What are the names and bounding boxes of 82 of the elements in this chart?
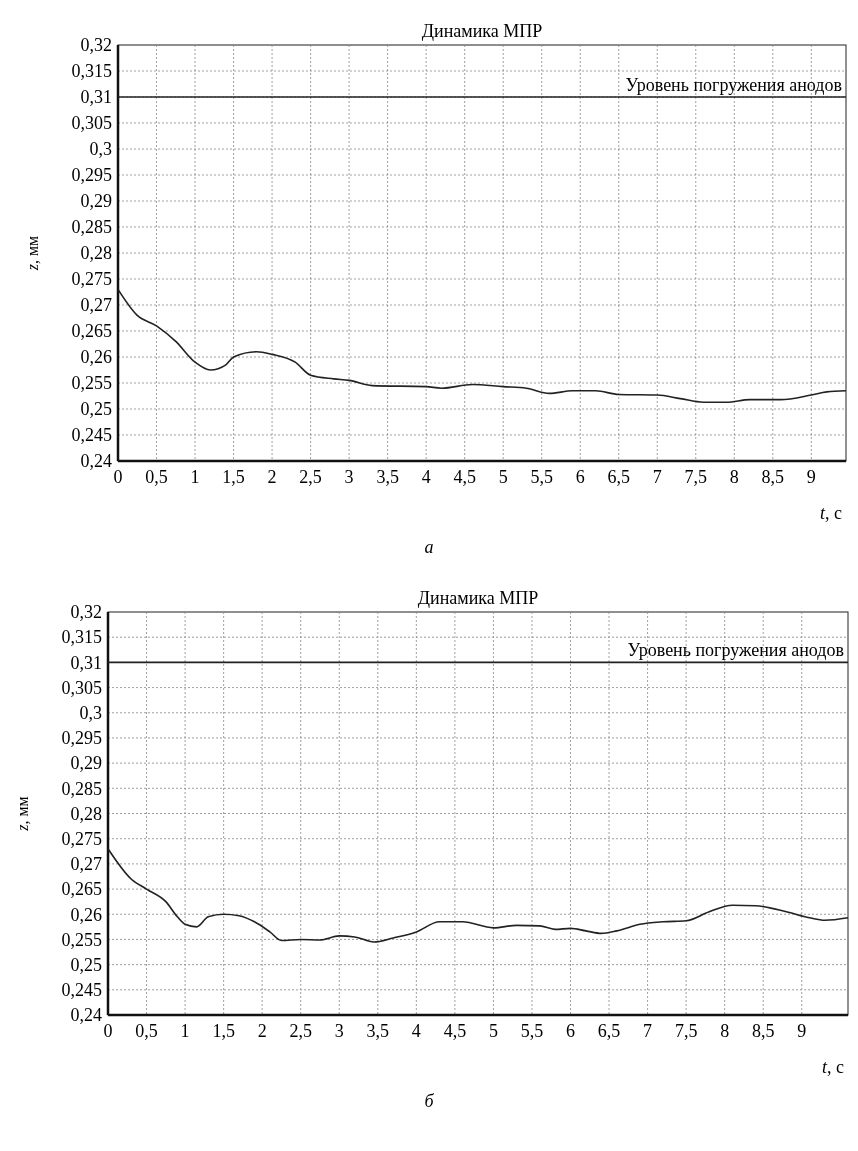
- y-tick-label: 0,31: [70, 652, 102, 673]
- x-tick-label: 7,5: [674, 1021, 698, 1041]
- y-tick-label: 0,26: [70, 904, 102, 925]
- y-tick-label: 0,265: [61, 879, 102, 900]
- y-tick-label: 0,27: [70, 854, 102, 875]
- y-tick-label: 0,29: [80, 191, 112, 212]
- x-tick-label: 9: [797, 1021, 807, 1041]
- x-axis-title: t, с: [819, 503, 842, 523]
- x-tick-label: 5: [488, 1021, 498, 1041]
- x-tick-label: 2,5: [299, 467, 322, 487]
- x-tick-label: 0,5: [145, 467, 168, 487]
- y-tick-label: 0,3: [79, 703, 102, 724]
- x-tick-label: 1: [180, 1021, 190, 1041]
- x-tick-label: 4,5: [443, 1021, 467, 1041]
- y-tick-label: 0,3: [89, 139, 112, 160]
- x-tick-label: 0: [113, 467, 123, 487]
- y-tick-label: 0,27: [80, 295, 112, 316]
- x-tick-label: 6,5: [607, 467, 630, 487]
- y-tick-label: 0,285: [71, 217, 112, 238]
- x-tick-label: 8: [729, 467, 739, 487]
- y-tick-label: 0,305: [71, 113, 112, 134]
- y-tick-label: 0,275: [61, 828, 102, 849]
- x-tick-label: 5: [498, 467, 508, 487]
- x-tick-label: 2: [267, 467, 277, 487]
- y-tick-label: 0,315: [61, 627, 102, 648]
- x-tick-label: 3: [334, 1021, 344, 1041]
- text: б: [424, 1091, 435, 1111]
- y-tick-label: 0,285: [61, 778, 102, 799]
- x-tick-label: 7,5: [684, 467, 708, 487]
- chart-title: Динамика МПР: [421, 21, 543, 41]
- x-tick-label: 6: [575, 467, 585, 487]
- x-tick-label: 3: [344, 467, 354, 487]
- y-tick-label: 0,245: [71, 425, 112, 446]
- y-tick-label: 0,25: [70, 954, 102, 975]
- y-tick-label: 0,24: [70, 1005, 102, 1026]
- chart-title: Динамика МПР: [417, 588, 539, 608]
- y-tick-label: 0,26: [80, 347, 112, 368]
- x-tick-label: 3,5: [376, 467, 399, 487]
- x-tick-label: 8,5: [751, 1021, 775, 1041]
- x-tick-label: 4: [421, 467, 431, 487]
- x-tick-label: 8,5: [761, 467, 785, 487]
- y-tick-label: 0,295: [71, 165, 112, 186]
- x-tick-label: 1,5: [222, 467, 245, 487]
- y-tick-label: 0,32: [80, 35, 112, 56]
- x-tick-label: 6: [566, 1021, 575, 1041]
- y-tick-label: 0,245: [61, 980, 102, 1001]
- y-tick-label: 0,31: [80, 87, 112, 108]
- x-tick-label: 2,5: [289, 1021, 312, 1041]
- y-tick-label: 0,28: [80, 243, 112, 264]
- x-tick-label: 5,5: [520, 1021, 544, 1041]
- x-tick-label: 9: [806, 467, 816, 487]
- x-tick-label: 4,5: [453, 467, 476, 487]
- x-tick-label: 7: [643, 1021, 653, 1041]
- y-tick-label: 0,265: [71, 321, 112, 342]
- x-tick-label: 6,5: [597, 1021, 621, 1041]
- x-tick-label: 1: [190, 467, 200, 487]
- y-tick-label: 0,305: [61, 677, 102, 698]
- y-tick-label: 0,295: [61, 728, 102, 749]
- x-tick-label: 4: [411, 1021, 421, 1041]
- y-tick-label: 0,24: [80, 451, 112, 472]
- x-tick-label: 5,5: [530, 467, 553, 487]
- y-tick-label: 0,275: [71, 269, 112, 290]
- x-tick-label: 0: [103, 1021, 113, 1041]
- x-tick-label: 8: [720, 1021, 730, 1041]
- x-tick-label: 2: [257, 1021, 267, 1041]
- y-tick-label: 0,32: [70, 602, 102, 623]
- y-tick-label: 0,29: [70, 753, 102, 774]
- x-axis-title: t, с: [821, 1057, 844, 1077]
- x-tick-label: 1,5: [212, 1021, 235, 1041]
- text: а: [424, 537, 434, 557]
- ref-line-label: Уровень погружения анодов: [625, 75, 842, 95]
- y-axis-title: z, мм: [24, 235, 41, 272]
- y-tick-label: 0,255: [71, 373, 112, 394]
- x-tick-label: 3,5: [366, 1021, 390, 1041]
- ref-line-label: Уровень погружения анодов: [627, 640, 844, 661]
- y-tick-label: 0,28: [70, 803, 102, 824]
- y-tick-label: 0,255: [61, 929, 102, 950]
- x-tick-label: 7: [652, 467, 662, 487]
- y-tick-label: 0,315: [71, 61, 112, 82]
- x-tick-label: 0,5: [135, 1021, 158, 1041]
- y-axis-title: z, мм: [14, 796, 31, 832]
- y-tick-label: 0,25: [80, 399, 112, 420]
